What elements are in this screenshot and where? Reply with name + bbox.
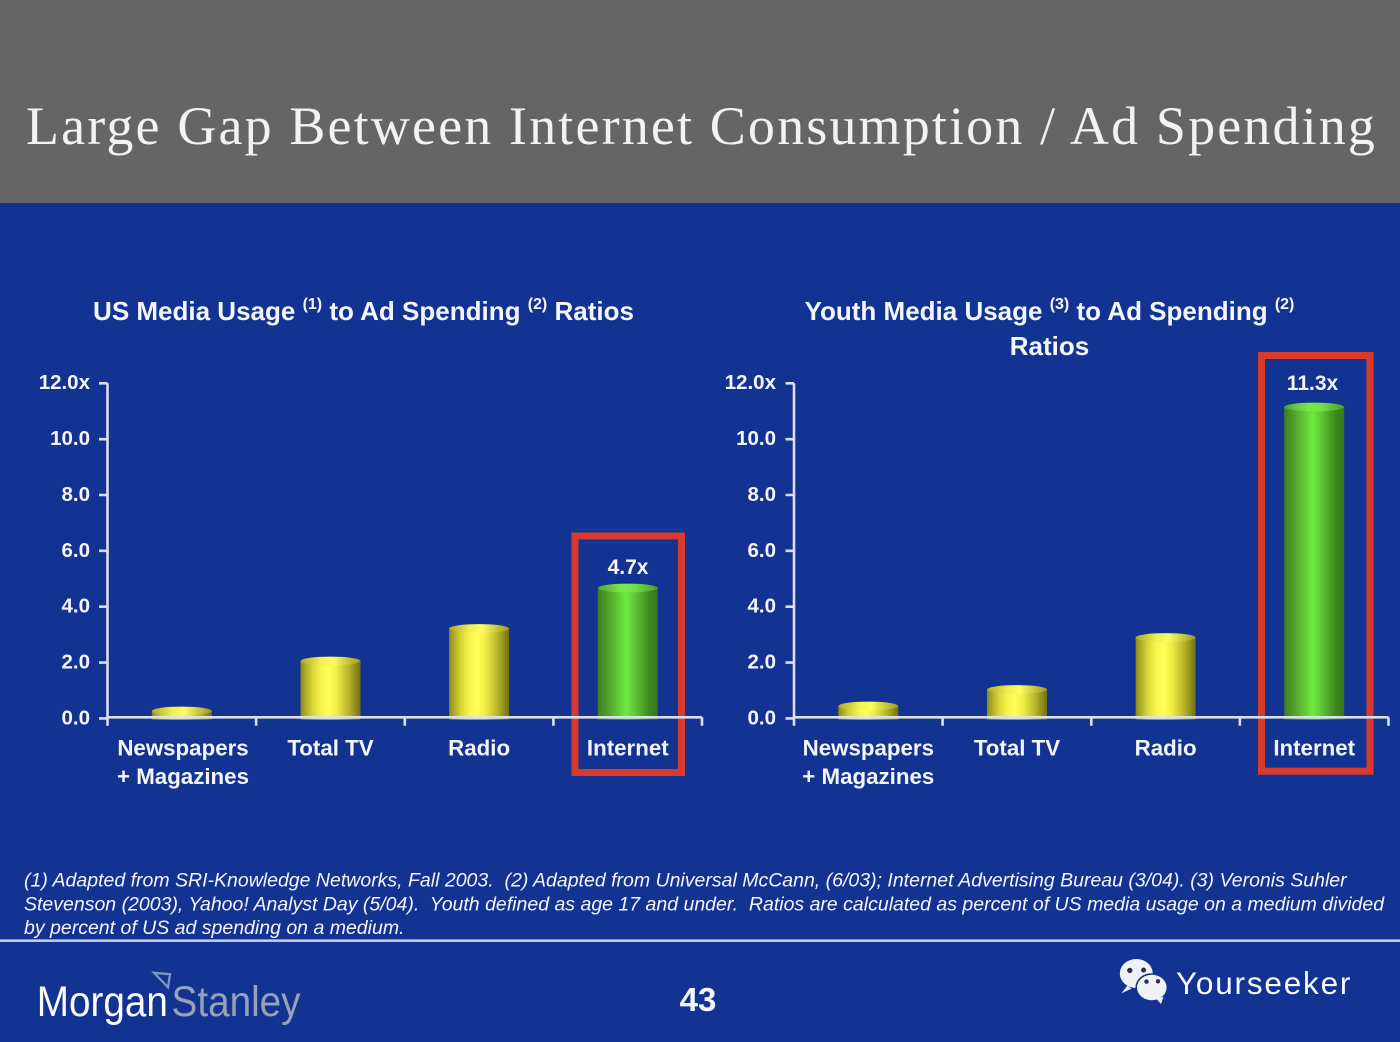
svg-text:0.0: 0.0 (748, 706, 777, 729)
svg-text:11.3x: 11.3x (1287, 372, 1339, 395)
svg-text:Internet: Internet (587, 736, 669, 761)
svg-text:Internet: Internet (1273, 736, 1355, 761)
svg-text:(1) Adapted from SRI-Knowledge: (1) Adapted from SRI-Knowledge Networks,… (24, 870, 1348, 892)
svg-text:12.0x: 12.0x (39, 371, 91, 394)
svg-text:10.0: 10.0 (736, 427, 776, 450)
svg-text:4.7x: 4.7x (608, 556, 649, 579)
svg-text:+ Magazines: + Magazines (802, 764, 934, 789)
svg-text:Newspapers: Newspapers (117, 736, 248, 761)
svg-text:Ratios: Ratios (1010, 331, 1089, 361)
svg-text:Total TV: Total TV (974, 736, 1060, 761)
svg-text:2.0: 2.0 (62, 650, 91, 673)
svg-text:Radio: Radio (448, 736, 510, 761)
svg-text:10.0: 10.0 (50, 427, 90, 450)
svg-text:+ Magazines: + Magazines (117, 764, 249, 789)
svg-text:0.0: 0.0 (62, 706, 91, 729)
svg-text:8.0: 8.0 (748, 483, 777, 506)
svg-text:8.0: 8.0 (62, 483, 91, 506)
svg-text:Radio: Radio (1135, 736, 1197, 761)
svg-text:4.0: 4.0 (62, 595, 91, 618)
svg-text:Youth Media Usage (3) to Ad Sp: Youth Media Usage (3) to Ad Spending (2) (805, 296, 1295, 326)
svg-text:Yourseeker: Yourseeker (1176, 965, 1352, 1001)
svg-text:US Media Usage (1) to Ad Spend: US Media Usage (1) to Ad Spending (2) Ra… (93, 296, 634, 326)
svg-text:6.0: 6.0 (748, 539, 777, 562)
svg-text:by percent of US ad spending o: by percent of US ad spending on a medium… (24, 917, 404, 939)
svg-text:Stevenson (2003), Yahoo! Analy: Stevenson (2003), Yahoo! Analyst Day (5/… (24, 893, 1385, 915)
svg-text:43: 43 (680, 981, 717, 1018)
svg-text:4.0: 4.0 (748, 595, 777, 618)
svg-text:Large Gap Between Internet Con: Large Gap Between Internet Consumption /… (26, 96, 1377, 156)
svg-text:Newspapers: Newspapers (803, 736, 934, 761)
svg-text:2.0: 2.0 (748, 650, 777, 673)
svg-text:12.0x: 12.0x (725, 371, 777, 394)
svg-text:6.0: 6.0 (62, 539, 91, 562)
svg-text:Total TV: Total TV (287, 736, 373, 761)
